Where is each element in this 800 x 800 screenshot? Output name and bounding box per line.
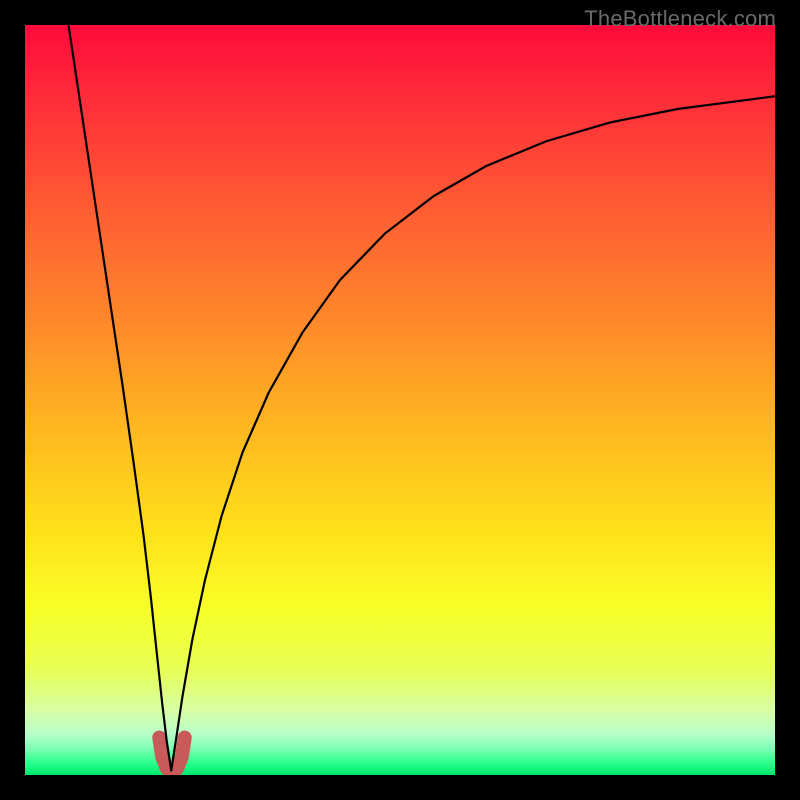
watermark-text: TheBottleneck.com	[584, 6, 776, 32]
chart-frame	[0, 0, 800, 800]
plot-area	[25, 25, 775, 775]
chart-svg	[25, 25, 775, 775]
gradient-background	[25, 25, 775, 775]
